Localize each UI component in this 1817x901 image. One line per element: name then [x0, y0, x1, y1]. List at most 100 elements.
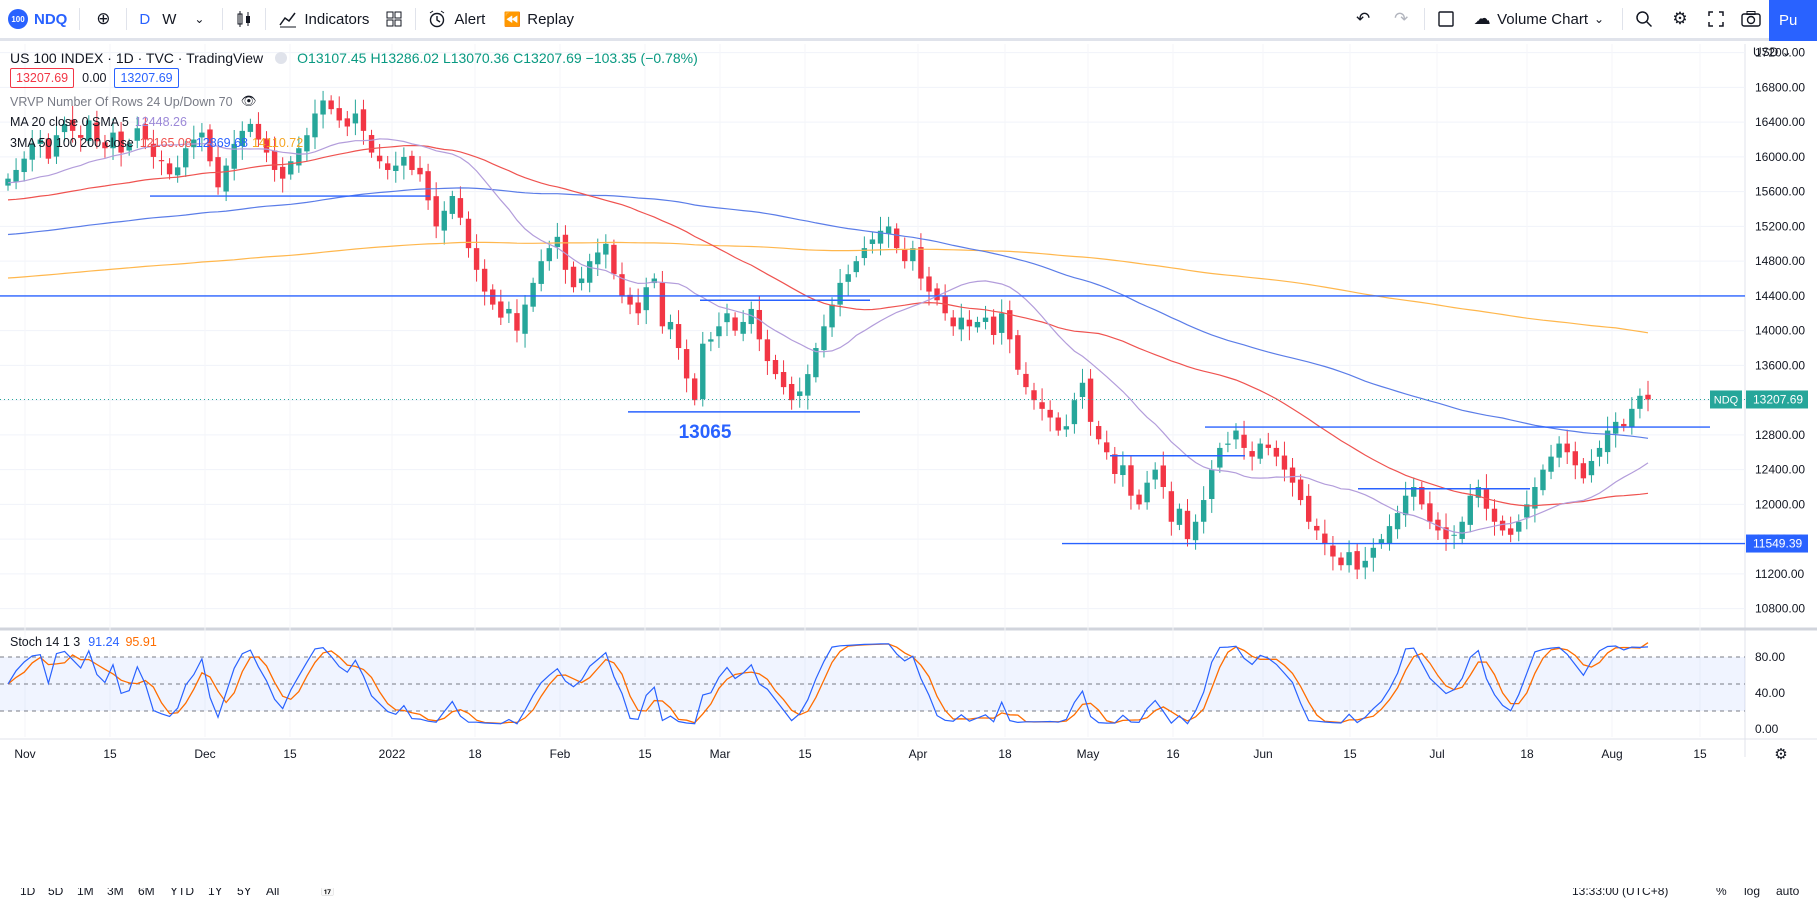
- candle-body: [619, 274, 625, 296]
- interval-d-button[interactable]: D: [131, 0, 158, 40]
- candle-body: [869, 239, 876, 244]
- tma-value-50: 12165.08: [139, 136, 192, 150]
- undo-button[interactable]: ↶: [1344, 0, 1382, 40]
- stoch-tick-label: 40.00: [1755, 686, 1785, 700]
- candle-body: [1209, 469, 1215, 500]
- time-tick-label: Dec: [194, 747, 215, 761]
- ask-price[interactable]: 13207.69: [114, 68, 179, 88]
- price-tick-label: 10800.00: [1755, 602, 1805, 616]
- gear-icon: ⚙: [1774, 746, 1787, 763]
- interval-dropdown[interactable]: ⌄: [180, 0, 218, 40]
- price-tick-label: 13600.00: [1755, 358, 1805, 372]
- eye-off-icon[interactable]: 👁: [240, 94, 257, 108]
- candle-body: [336, 108, 342, 121]
- candle-body: [1047, 409, 1053, 418]
- legend-stoch[interactable]: Stoch 14 1 3 91.24 95.91: [10, 635, 157, 649]
- candle-body: [797, 391, 803, 396]
- range-all[interactable]: All: [266, 888, 280, 898]
- publish-button[interactable]: Pu: [1769, 0, 1817, 41]
- auto-toggle[interactable]: auto: [1776, 888, 1800, 898]
- templates-button[interactable]: [377, 0, 411, 40]
- candle-body: [530, 282, 536, 307]
- time-tick-label: 18: [998, 747, 1012, 761]
- spread: 0.00: [82, 71, 107, 85]
- search-button[interactable]: [1627, 0, 1661, 40]
- legend-vrvp[interactable]: VRVP Number Of Rows 24 Up/Down 70 👁: [10, 94, 256, 109]
- alarm-clock-icon: [430, 10, 445, 28]
- separator: [415, 8, 417, 30]
- chart-area[interactable]: 17200.00 16800.00 16400.00 16000.00 15600.00…: [0, 44, 1817, 901]
- log-toggle[interactable]: log: [1744, 888, 1761, 898]
- price-tick-label: 12400.00: [1755, 463, 1805, 477]
- ma-label: MA 20 close 0 SMA 5: [10, 115, 129, 129]
- range-ytd[interactable]: YTD: [170, 888, 194, 898]
- candle-body: [288, 161, 294, 175]
- layout-button[interactable]: [1429, 0, 1463, 40]
- candle-body: [102, 142, 108, 149]
- range-1d[interactable]: 1D: [20, 888, 36, 898]
- settings-button[interactable]: ⚙: [1661, 0, 1699, 40]
- search-icon: [1636, 11, 1653, 28]
- candle-body: [1128, 465, 1134, 496]
- candle-body: [1596, 447, 1603, 457]
- time-tick-label: 15: [638, 747, 652, 761]
- bid-price[interactable]: 13207.69: [10, 68, 75, 88]
- redo-icon: ↷: [1393, 9, 1409, 28]
- candle-body: [1055, 417, 1061, 431]
- candle-body: [1572, 451, 1578, 466]
- candle-body: [845, 274, 851, 282]
- candle-body: [578, 278, 585, 284]
- range-6m[interactable]: 6M: [138, 888, 155, 898]
- candle-body: [94, 122, 100, 142]
- calendar-icon[interactable]: 📅: [320, 888, 335, 897]
- price-tick-label: 17200.00: [1755, 46, 1805, 60]
- candle-body: [86, 120, 92, 141]
- replay-button[interactable]: ⏪ Replay: [493, 0, 582, 40]
- snapshot-button[interactable]: [1733, 0, 1769, 40]
- price-tick-label: 16800.00: [1755, 80, 1805, 94]
- fullscreen-button[interactable]: [1699, 0, 1733, 40]
- legend-title[interactable]: US 100 INDEX · 1D · TVC · TradingView: [10, 50, 264, 66]
- candle-body: [13, 169, 19, 182]
- range-3m[interactable]: 3M: [107, 888, 124, 898]
- candle-body: [1419, 487, 1425, 505]
- ma-value: 12448.26: [134, 115, 187, 129]
- price-tick-label: 16000.00: [1755, 150, 1805, 164]
- legend-ma[interactable]: MA 20 close 0 SMA 5 12448.26: [10, 115, 187, 129]
- volume-chart-button[interactable]: ☁ Volume Chart ⌄: [1463, 0, 1618, 40]
- candle-body: [441, 210, 447, 231]
- candle-body: [732, 317, 738, 331]
- clock-time[interactable]: 13:33:00 (UTC+8): [1572, 888, 1669, 898]
- candle-body: [748, 308, 754, 325]
- chart-type-button[interactable]: [227, 0, 261, 40]
- candle-body: [223, 165, 229, 192]
- range-5y[interactable]: 5Y: [237, 888, 252, 898]
- redo-button[interactable]: ↷: [1382, 0, 1420, 40]
- chart-canvas[interactable]: 17200.00 16800.00 16400.00 16000.00 15600.00…: [0, 44, 1817, 889]
- symbol-search[interactable]: 100 NDQ: [0, 0, 75, 40]
- candle-body: [1516, 521, 1522, 532]
- compare-button[interactable]: ⊕: [84, 0, 122, 40]
- ma20-line: [7, 138, 1649, 534]
- percent-toggle[interactable]: %: [1716, 888, 1727, 898]
- range-1m[interactable]: 1M: [77, 888, 94, 898]
- candle-body: [78, 135, 84, 138]
- indicators-button[interactable]: Indicators: [270, 0, 377, 40]
- interval-w-button[interactable]: W: [158, 0, 180, 40]
- range-1y[interactable]: 1Y: [208, 888, 223, 898]
- alert-button[interactable]: Alert: [420, 0, 493, 40]
- candle-body: [1532, 487, 1538, 509]
- range-5d[interactable]: 5D: [48, 888, 64, 898]
- legend-3ma[interactable]: 3MA 50 100 200 close 12165.08 12869.68 1…: [10, 136, 303, 150]
- candle-body: [239, 130, 245, 146]
- candle-body: [191, 139, 197, 148]
- candle-body: [1039, 402, 1045, 409]
- candle-body: [320, 100, 326, 115]
- candle-body: [1467, 495, 1473, 525]
- fullscreen-icon: [1708, 11, 1724, 27]
- chevron-down-icon: ⌄: [194, 12, 205, 26]
- candle-body: [296, 148, 302, 166]
- candle-body: [1621, 423, 1627, 427]
- candle-body: [651, 278, 658, 284]
- candle-body: [756, 309, 763, 340]
